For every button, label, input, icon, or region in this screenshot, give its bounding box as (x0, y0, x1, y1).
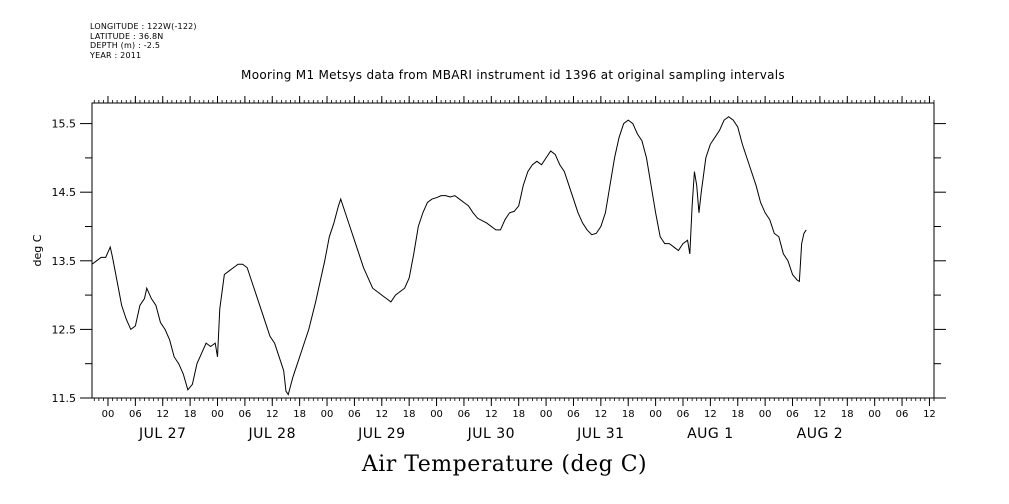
x-day-label: JUL 29 (357, 426, 405, 442)
x-tick-label: 18 (184, 409, 197, 420)
x-tick-label: 18 (512, 409, 525, 420)
x-day-label: JUL 28 (248, 426, 296, 442)
y-tick-label: 11.5 (52, 392, 77, 405)
x-tick-label: 12 (266, 409, 279, 420)
x-tick-label: 06 (348, 409, 361, 420)
x-tick-label: 06 (786, 409, 799, 420)
x-tick-label: 06 (458, 409, 471, 420)
x-day-label: AUG 1 (687, 426, 734, 442)
x-day-label: AUG 2 (797, 426, 844, 442)
x-tick-label: 18 (841, 409, 854, 420)
x-tick-label: 12 (375, 409, 388, 420)
chart-title: Mooring M1 Metsys data from MBARI instru… (241, 68, 785, 82)
x-tick-label: 12 (704, 409, 717, 420)
x-tick-label: 00 (649, 409, 662, 420)
x-tick-label: 12 (814, 409, 827, 420)
latitude-text: LATITUDE : 36.8N (90, 31, 164, 41)
x-tick-label: 12 (923, 409, 936, 420)
year-text: YEAR : 2011 (90, 50, 142, 60)
x-tick-label: 12 (156, 409, 169, 420)
x-tick-label: 00 (759, 409, 772, 420)
x-tick-label: 12 (485, 409, 498, 420)
y-tick-label: 13.5 (52, 255, 77, 268)
x-day-label: JUL 31 (576, 426, 624, 442)
y-tick-label: 15.5 (52, 118, 77, 131)
series-line-1 (91, 116, 807, 396)
x-tick-label: 18 (403, 409, 416, 420)
x-tick-label: 00 (211, 409, 224, 420)
depth-text: DEPTH (m) : -2.5 (90, 41, 161, 50)
x-tick-label: 18 (731, 409, 744, 420)
x-tick-label: 06 (129, 409, 142, 420)
x-tick-label: 00 (540, 409, 553, 420)
y-axis-label: deg C (31, 234, 44, 266)
x-tick-label: 06 (677, 409, 690, 420)
plot-frame (91, 102, 935, 399)
y-tick-label: 12.5 (52, 323, 77, 336)
x-tick-label: 00 (102, 409, 115, 420)
metadata-block: LONGITUDE : 122W(-122) LATITUDE : 36.8N … (90, 22, 197, 60)
x-day-label: JUL 30 (467, 426, 515, 442)
x-tick-label: 00 (321, 409, 334, 420)
x-tick-label: 06 (239, 409, 252, 420)
x-tick-label: 00 (430, 409, 443, 420)
y-tick-label: 14.5 (52, 186, 77, 199)
variable-title: Air Temperature (deg C) (361, 452, 648, 477)
x-tick-label: 12 (594, 409, 607, 420)
x-day-label: JUL 27 (138, 426, 186, 442)
x-tick-label: 18 (622, 409, 635, 420)
x-tick-label: 06 (896, 409, 909, 420)
x-tick-label: 00 (868, 409, 881, 420)
x-tick-label: 18 (293, 409, 306, 420)
x-tick-label: 06 (567, 409, 580, 420)
longitude-text: LONGITUDE : 122W(-122) (90, 22, 197, 31)
